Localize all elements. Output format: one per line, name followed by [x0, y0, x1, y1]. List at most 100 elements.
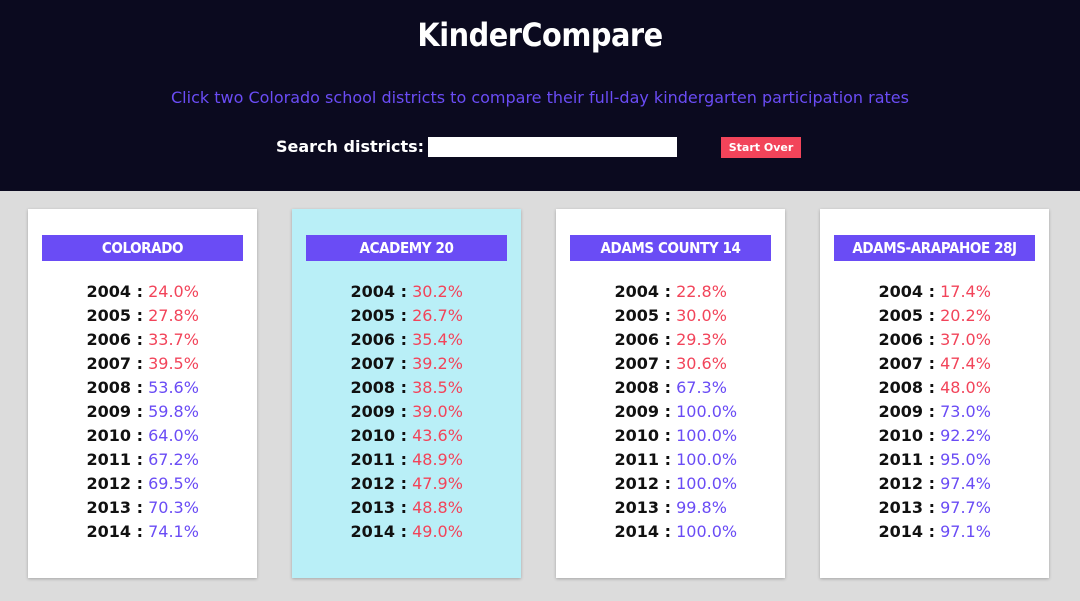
rate-year: 2013 : — [350, 498, 408, 517]
rate-value: 95.0% — [940, 450, 991, 469]
rate-row: 2012 : 69.5% — [28, 472, 257, 496]
rate-year: 2014 : — [878, 522, 936, 541]
rate-value: 39.0% — [412, 402, 463, 421]
rate-year: 2013 : — [614, 498, 672, 517]
rate-value: 27.8% — [148, 306, 199, 325]
rate-year: 2007 : — [86, 354, 144, 373]
rate-row: 2013 : 99.8% — [556, 496, 785, 520]
rate-row: 2013 : 70.3% — [28, 496, 257, 520]
rate-year: 2011 : — [878, 450, 936, 469]
rate-value: 38.5% — [412, 378, 463, 397]
rate-value: 99.8% — [676, 498, 727, 517]
rate-row: 2005 : 26.7% — [292, 304, 521, 328]
rate-row: 2005 : 27.8% — [28, 304, 257, 328]
rate-value: 43.6% — [412, 426, 463, 445]
rate-year: 2009 : — [614, 402, 672, 421]
district-card[interactable]: ADAMS COUNTY 14 2004 : 22.8% 2005 : 30.0% 2… — [556, 209, 785, 578]
rate-row: 2008 : 38.5% — [292, 376, 521, 400]
rate-row: 2005 : 20.2% — [820, 304, 1049, 328]
rate-year: 2010 : — [350, 426, 408, 445]
rate-value: 100.0% — [676, 474, 738, 493]
rate-value: 22.8% — [676, 282, 727, 301]
rate-year: 2012 : — [86, 474, 144, 493]
start-over-button[interactable]: Start Over — [721, 137, 801, 158]
rate-row: 2014 : 100.0% — [556, 520, 785, 544]
district-card[interactable]: COLORADO 2004 : 24.0% 2005 : 27.8% 2006 : 3… — [28, 209, 257, 578]
rate-year: 2005 : — [878, 306, 936, 325]
rate-value: 100.0% — [676, 402, 738, 421]
rate-row: 2010 : 43.6% — [292, 424, 521, 448]
rate-value: 20.2% — [940, 306, 991, 325]
rate-row: 2007 : 30.6% — [556, 352, 785, 376]
rate-row: 2013 : 97.7% — [820, 496, 1049, 520]
rate-row: 2006 : 33.7% — [28, 328, 257, 352]
rate-value: 70.3% — [148, 498, 199, 517]
rate-row: 2014 : 97.1% — [820, 520, 1049, 544]
rate-row: 2008 : 48.0% — [820, 376, 1049, 400]
rate-value: 30.0% — [676, 306, 727, 325]
rate-row: 2008 : 53.6% — [28, 376, 257, 400]
rate-year: 2014 : — [86, 522, 144, 541]
rate-row: 2006 : 29.3% — [556, 328, 785, 352]
rate-value: 69.5% — [148, 474, 199, 493]
rate-row: 2010 : 100.0% — [556, 424, 785, 448]
rate-value: 97.1% — [940, 522, 991, 541]
rate-value: 29.3% — [676, 330, 727, 349]
rate-year: 2005 : — [614, 306, 672, 325]
rate-value: 30.2% — [412, 282, 463, 301]
rate-value: 92.2% — [940, 426, 991, 445]
rate-value: 67.2% — [148, 450, 199, 469]
rate-value: 39.5% — [148, 354, 199, 373]
rate-year: 2005 : — [350, 306, 408, 325]
rate-row: 2004 : 30.2% — [292, 280, 521, 304]
rate-year: 2004 : — [86, 282, 144, 301]
district-name: ADAMS-ARAPAHOE 28J — [834, 235, 1035, 261]
rate-value: 49.0% — [412, 522, 463, 541]
district-name: ACADEMY 20 — [306, 235, 507, 261]
rate-year: 2006 : — [878, 330, 936, 349]
app-subtitle: Click two Colorado school districts to c… — [171, 88, 909, 107]
rate-value: 47.9% — [412, 474, 463, 493]
rate-row: 2012 : 97.4% — [820, 472, 1049, 496]
rate-year: 2006 : — [86, 330, 144, 349]
rate-year: 2011 : — [350, 450, 408, 469]
rate-row: 2007 : 47.4% — [820, 352, 1049, 376]
rate-year: 2012 : — [614, 474, 672, 493]
rate-row: 2007 : 39.2% — [292, 352, 521, 376]
rate-row: 2006 : 37.0% — [820, 328, 1049, 352]
district-card[interactable]: ACADEMY 20 2004 : 30.2% 2005 : 26.7% 2006 :… — [292, 209, 521, 578]
rate-value: 24.0% — [148, 282, 199, 301]
rate-year: 2006 : — [614, 330, 672, 349]
rate-row: 2009 : 59.8% — [28, 400, 257, 424]
page-header: KinderCompare Click two Colorado school … — [0, 0, 1080, 191]
rate-year: 2004 : — [614, 282, 672, 301]
rate-row: 2009 : 73.0% — [820, 400, 1049, 424]
rate-row: 2004 : 17.4% — [820, 280, 1049, 304]
rate-year: 2008 : — [614, 378, 672, 397]
rate-year: 2009 : — [878, 402, 936, 421]
rate-value: 48.0% — [940, 378, 991, 397]
rate-year: 2008 : — [86, 378, 144, 397]
rate-row: 2006 : 35.4% — [292, 328, 521, 352]
search-input[interactable] — [428, 137, 677, 157]
rate-year: 2013 : — [878, 498, 936, 517]
rate-value: 48.8% — [412, 498, 463, 517]
rate-value: 30.6% — [676, 354, 727, 373]
rate-value: 97.4% — [940, 474, 991, 493]
rate-row: 2011 : 95.0% — [820, 448, 1049, 472]
rates-list: 2004 : 30.2% 2005 : 26.7% 2006 : 35.4% 2007… — [292, 280, 521, 544]
rate-row: 2004 : 22.8% — [556, 280, 785, 304]
rates-list: 2004 : 24.0% 2005 : 27.8% 2006 : 33.7% 2007… — [28, 280, 257, 544]
rate-value: 39.2% — [412, 354, 463, 373]
rate-row: 2014 : 49.0% — [292, 520, 521, 544]
rate-value: 64.0% — [148, 426, 199, 445]
rate-year: 2010 : — [614, 426, 672, 445]
rate-year: 2011 : — [614, 450, 672, 469]
rate-row: 2014 : 74.1% — [28, 520, 257, 544]
rate-value: 33.7% — [148, 330, 199, 349]
district-name: COLORADO — [42, 235, 243, 261]
rate-value: 74.1% — [148, 522, 199, 541]
rates-list: 2004 : 22.8% 2005 : 30.0% 2006 : 29.3% 2007… — [556, 280, 785, 544]
district-card[interactable]: ADAMS-ARAPAHOE 28J 2004 : 17.4% 2005 : 20.… — [820, 209, 1049, 578]
rate-year: 2011 : — [86, 450, 144, 469]
